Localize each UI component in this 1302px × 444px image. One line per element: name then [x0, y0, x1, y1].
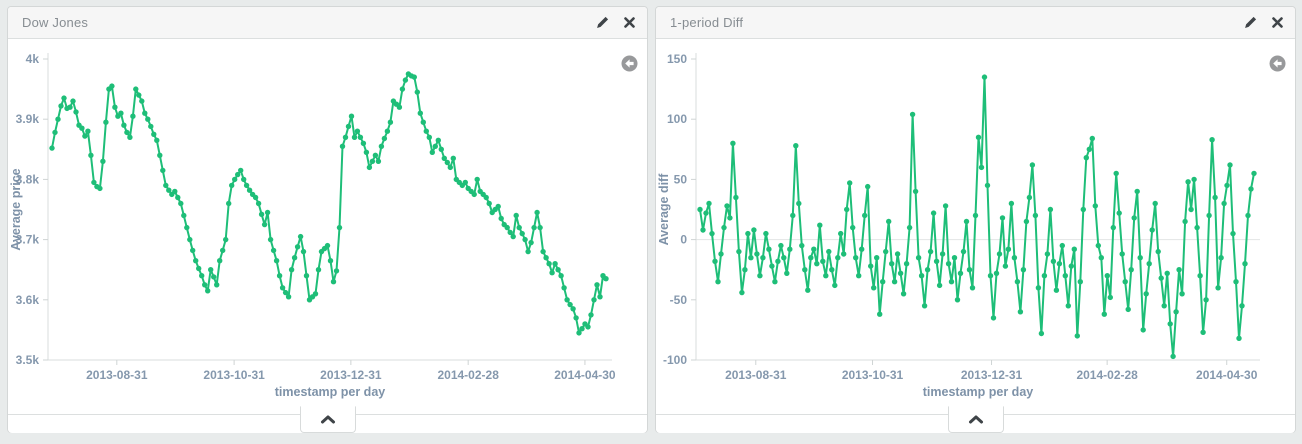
svg-text:-50: -50 [670, 293, 688, 307]
panel-dow-jones: Dow Jones 4k 3.9k 3.8k 3.7k 3.6k 3.5k 2013-08-… [7, 6, 648, 433]
svg-text:4k: 4k [26, 52, 40, 66]
edit-panel-icon[interactable] [596, 16, 609, 29]
panel-header: 1-period Diff [656, 7, 1295, 39]
close-icon[interactable] [1272, 17, 1283, 28]
panel-footer [8, 406, 647, 433]
svg-text:2014-02-28: 2014-02-28 [1076, 368, 1138, 382]
svg-text:2013-10-31: 2013-10-31 [842, 368, 904, 382]
svg-text:100: 100 [667, 112, 687, 126]
svg-text:2013-08-31: 2013-08-31 [86, 368, 148, 382]
chart-area: 150 100 50 0 -50 -100 2013-08-31 2013-10-31 2013… [656, 39, 1295, 414]
svg-text:2013-08-31: 2013-08-31 [725, 368, 787, 382]
svg-text:timestamp per day: timestamp per day [275, 385, 386, 399]
panel-footer [656, 406, 1295, 433]
panel-actions [1244, 7, 1283, 38]
svg-text:2013-10-31: 2013-10-31 [203, 368, 265, 382]
panel-actions [596, 7, 635, 38]
svg-text:3.8k: 3.8k [16, 172, 40, 186]
arrow-circle-left-icon[interactable] [1269, 55, 1286, 77]
svg-text:0: 0 [680, 233, 687, 247]
panel-title: 1-period Diff [670, 15, 744, 30]
svg-text:Average price: Average price [9, 168, 23, 250]
panel-1-period-diff: 1-period Diff 150 100 50 0 -50 -100 2013-08-31… [655, 6, 1296, 433]
chevron-up-icon [320, 415, 335, 424]
svg-text:3.9k: 3.9k [16, 112, 40, 126]
svg-text:50: 50 [674, 172, 688, 186]
svg-text:2014-04-30: 2014-04-30 [554, 368, 616, 382]
svg-text:2014-04-30: 2014-04-30 [1196, 368, 1258, 382]
period-diff-chart: 150 100 50 0 -50 -100 2013-08-31 2013-10-31 2013… [657, 52, 1260, 399]
svg-text:150: 150 [667, 52, 687, 66]
svg-text:2013-12-31: 2013-12-31 [961, 368, 1023, 382]
svg-text:2013-12-31: 2013-12-31 [320, 368, 382, 382]
chevron-up-icon [968, 415, 983, 424]
svg-text:-100: -100 [663, 353, 687, 367]
collapse-panel-button[interactable] [299, 406, 356, 433]
svg-text:Average diff: Average diff [657, 173, 671, 246]
chart-area: 4k 3.9k 3.8k 3.7k 3.6k 3.5k 2013-08-31 2013-10-… [8, 39, 647, 414]
svg-text:2014-02-28: 2014-02-28 [437, 368, 499, 382]
panel-title: Dow Jones [22, 15, 89, 30]
svg-text:3.5k: 3.5k [16, 353, 40, 367]
dow-jones-chart: 4k 3.9k 3.8k 3.7k 3.6k 3.5k 2013-08-31 2013-10-… [9, 52, 616, 399]
svg-text:timestamp per day: timestamp per day [923, 385, 1034, 399]
close-icon[interactable] [624, 17, 635, 28]
svg-text:3.6k: 3.6k [16, 293, 40, 307]
arrow-circle-left-icon[interactable] [621, 55, 638, 77]
panel-header: Dow Jones [8, 7, 647, 39]
svg-text:3.7k: 3.7k [16, 233, 40, 247]
edit-panel-icon[interactable] [1244, 16, 1257, 29]
collapse-panel-button[interactable] [947, 406, 1004, 433]
